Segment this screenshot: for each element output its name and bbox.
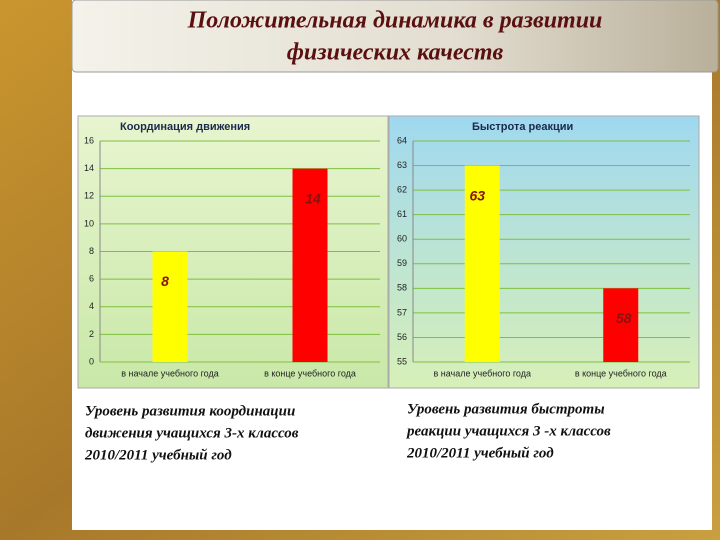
y-tick-label: 62: [397, 184, 407, 194]
data-label: 63: [469, 187, 485, 203]
y-tick-label: 57: [397, 307, 407, 317]
y-tick-label: 60: [397, 234, 407, 244]
chart-caption: 2010/2011 учебный год: [406, 445, 554, 461]
y-tick-label: 64: [397, 135, 407, 145]
chart-caption: движения учащихся 3-х классов: [85, 425, 299, 441]
y-tick-label: 10: [84, 218, 94, 228]
chart-panel: [388, 115, 700, 389]
chart-caption: реакции учащихся 3 -х классов: [405, 423, 611, 439]
y-tick-label: 12: [84, 191, 94, 201]
y-tick-label: 58: [397, 283, 407, 293]
x-tick-label: в начале учебного года: [121, 368, 218, 378]
x-tick-label: в начале учебного года: [434, 368, 531, 378]
y-tick-label: 0: [89, 356, 94, 366]
chart-caption: 2010/2011 учебный год: [84, 447, 232, 463]
y-tick-label: 61: [397, 209, 407, 219]
bar: [603, 288, 639, 362]
x-tick-label: в конце учебного года: [575, 368, 667, 378]
y-tick-label: 14: [84, 163, 94, 173]
y-tick-label: 16: [84, 135, 94, 145]
y-tick-label: 56: [397, 332, 407, 342]
chart-caption: Уровень развития координации: [85, 403, 295, 419]
data-label: 14: [305, 190, 321, 206]
chart-title: Быстрота реакции: [472, 121, 573, 133]
bar: [152, 251, 188, 362]
y-tick-label: 59: [397, 258, 407, 268]
y-tick-label: 63: [397, 160, 407, 170]
chart-title: Координация движения: [120, 121, 250, 133]
title-banner: [71, 0, 719, 73]
x-tick-label: в конце учебного года: [264, 368, 356, 378]
bar: [292, 168, 328, 362]
data-label: 58: [616, 310, 632, 326]
y-tick-label: 4: [89, 301, 94, 311]
slide-title: Положительная динамика в развитии: [187, 8, 603, 34]
y-tick-label: 2: [89, 329, 94, 339]
y-tick-label: 8: [89, 246, 94, 256]
slide-title: физических качеств: [287, 40, 504, 66]
y-tick-label: 55: [397, 356, 407, 366]
bar: [464, 165, 500, 362]
chart-caption: Уровень развития быстроты: [407, 401, 605, 417]
y-tick-label: 6: [89, 274, 94, 284]
data-label: 8: [161, 273, 169, 289]
